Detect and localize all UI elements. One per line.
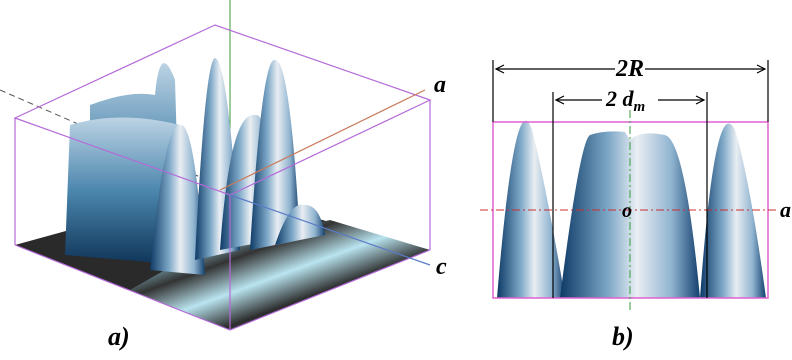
dimension-label: 2R bbox=[615, 56, 644, 82]
axis-label: c bbox=[436, 254, 447, 280]
axis-label: a bbox=[780, 197, 791, 222]
axis-label: a bbox=[434, 72, 446, 98]
dimension-subscript: m bbox=[634, 99, 646, 115]
center-label: o bbox=[622, 200, 632, 222]
panel-b: 2R 2 dm o a b) bbox=[480, 56, 791, 351]
dimension-text: 2 d bbox=[605, 86, 635, 111]
figure: a c a) 2R 2 dm o a b) bbox=[0, 0, 792, 360]
caption: b) bbox=[612, 322, 634, 351]
caption: a) bbox=[108, 322, 130, 351]
panel-a: a c a) bbox=[0, 0, 447, 351]
